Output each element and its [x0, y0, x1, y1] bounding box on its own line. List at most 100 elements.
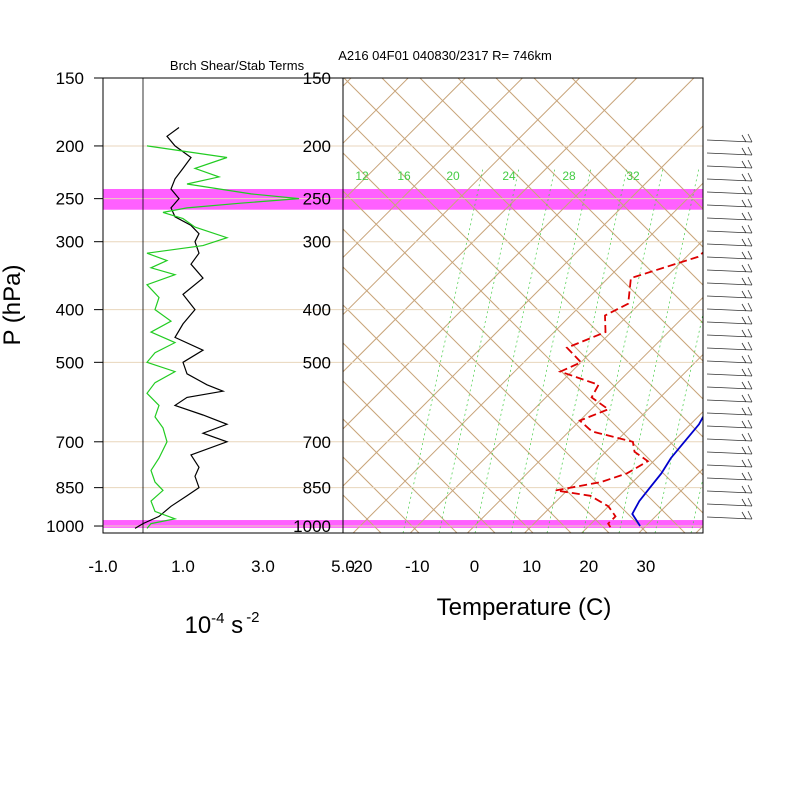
- wind-barb: [706, 497, 753, 507]
- isotherm-line: [343, 78, 695, 430]
- left-pressure-tick-label: 200: [56, 137, 84, 156]
- left-x-tick-label: -1.0: [88, 557, 117, 576]
- mixing-ratio-label: 32: [626, 169, 640, 183]
- right-x-tick-label: 20: [579, 557, 598, 576]
- dry-adiabat-line: [343, 266, 610, 533]
- wind-barb: [706, 445, 753, 455]
- highlight-bands: [103, 188, 703, 528]
- isotherm-line: [524, 353, 703, 533]
- y-axis-label: P (hPa): [0, 265, 26, 346]
- left-pressure-tick-label: 700: [56, 433, 84, 452]
- dry-adiabat-line: [343, 342, 534, 533]
- left-pressure-tick-label: 500: [56, 353, 84, 372]
- dry-adiabat-line: [343, 228, 648, 533]
- dry-adiabat-line: [381, 78, 703, 400]
- wind-barb: [706, 250, 753, 260]
- mixing-ratio-label: 12: [355, 169, 369, 183]
- wind-barb: [706, 432, 753, 442]
- series-temperature-line: [631, 415, 703, 527]
- dry-adiabat-line: [571, 78, 703, 210]
- isotherm-line: [352, 182, 703, 533]
- right-pressure-tick-label: 300: [303, 233, 331, 252]
- left-pressure-tick-label: 400: [56, 301, 84, 320]
- left-x-tick-label: 1.0: [171, 557, 195, 576]
- isotherm-line: [343, 125, 703, 487]
- mixing-ratio-line: [510, 167, 592, 533]
- wind-barb: [706, 185, 753, 195]
- left-units-label: 10-4 s -2: [184, 609, 259, 639]
- series-dewpoint-line: [555, 251, 703, 528]
- right-pressure-tick-label: 400: [303, 301, 331, 320]
- mixing-ratio-line: [438, 167, 520, 533]
- series-stab-line: [145, 145, 300, 529]
- dry-adiabat-line: [419, 78, 703, 362]
- isotherm-line: [343, 78, 580, 316]
- dry-adiabat-line: [343, 190, 686, 533]
- wind-barb: [706, 328, 753, 338]
- right-x-tick-label: 10: [522, 557, 541, 576]
- skew-isotherm-grid: [343, 78, 800, 533]
- wind-barbs: [706, 133, 753, 520]
- x-axis-label: Temperature (C): [437, 594, 612, 621]
- wind-barb: [706, 354, 753, 364]
- wind-barb: [706, 302, 753, 312]
- wind-barb: [706, 133, 753, 143]
- wind-barb: [706, 380, 753, 390]
- right-x-tick-label: -20: [348, 557, 373, 576]
- wind-barb: [706, 263, 753, 273]
- dry-adiabat-line: [343, 78, 703, 438]
- left-pressure-tick-label: 1000: [46, 517, 84, 536]
- dry-adiabat-line: [343, 380, 496, 533]
- right-pressure-tick-label: 1000: [293, 517, 331, 536]
- wind-barb: [706, 341, 753, 351]
- right-pressure-tick-label: 500: [303, 353, 331, 372]
- wind-barb: [706, 289, 753, 299]
- mixing-ratio-label: 20: [446, 169, 460, 183]
- wind-barb: [706, 484, 753, 494]
- dry-adiabat-line: [343, 114, 703, 476]
- dry-adiabat-line: [343, 418, 458, 533]
- wind-barb: [706, 237, 753, 247]
- right-pressure-tick-label: 250: [303, 190, 331, 209]
- highlight-band-0: [103, 188, 703, 210]
- mixing-ratio-line: [618, 167, 700, 533]
- wind-barb: [706, 315, 753, 325]
- mixing-ratio-label: 24: [502, 169, 516, 183]
- wind-barb: [706, 458, 753, 468]
- mixing-ratio-label: 28: [562, 169, 576, 183]
- wind-barb: [706, 406, 753, 416]
- dry-adiabat-line: [343, 152, 703, 514]
- right-panel-frame: [342, 77, 704, 534]
- isotherm-line: [343, 78, 466, 202]
- left-pressure-tick-label: 300: [56, 233, 84, 252]
- dry-adiabat-line: [457, 78, 703, 324]
- highlight-band-1: [103, 520, 703, 528]
- wind-barb: [706, 419, 753, 429]
- wind-barb: [706, 393, 753, 403]
- left-panel-pressure-grid: [103, 77, 343, 533]
- wind-barb: [706, 159, 753, 169]
- left-pressure-tick-label: 250: [56, 190, 84, 209]
- wind-barb: [706, 471, 753, 481]
- right-pressure-tick-label: 150: [303, 69, 331, 88]
- wind-barb: [706, 510, 753, 520]
- left-panel-series: [134, 127, 300, 529]
- isotherm-line: [753, 78, 800, 533]
- isotherm-line: [581, 411, 703, 533]
- left-panel-title: Brch Shear/Stab Terms: [170, 58, 305, 73]
- wind-barb: [706, 276, 753, 286]
- left-pressure-tick-label: 850: [56, 479, 84, 498]
- dry-adiabat-line: [495, 78, 703, 286]
- isotherm-line: [467, 296, 703, 533]
- isotherm-line: [343, 78, 638, 373]
- mixing-ratio-line: [582, 167, 664, 533]
- isotherm-line: [343, 78, 523, 259]
- mixing-ratio-line: [654, 312, 703, 533]
- wind-barb: [706, 172, 753, 182]
- wind-barb: [706, 146, 753, 156]
- dry-adiabat-line: [533, 78, 703, 248]
- left-x-tick-label: 3.0: [251, 557, 275, 576]
